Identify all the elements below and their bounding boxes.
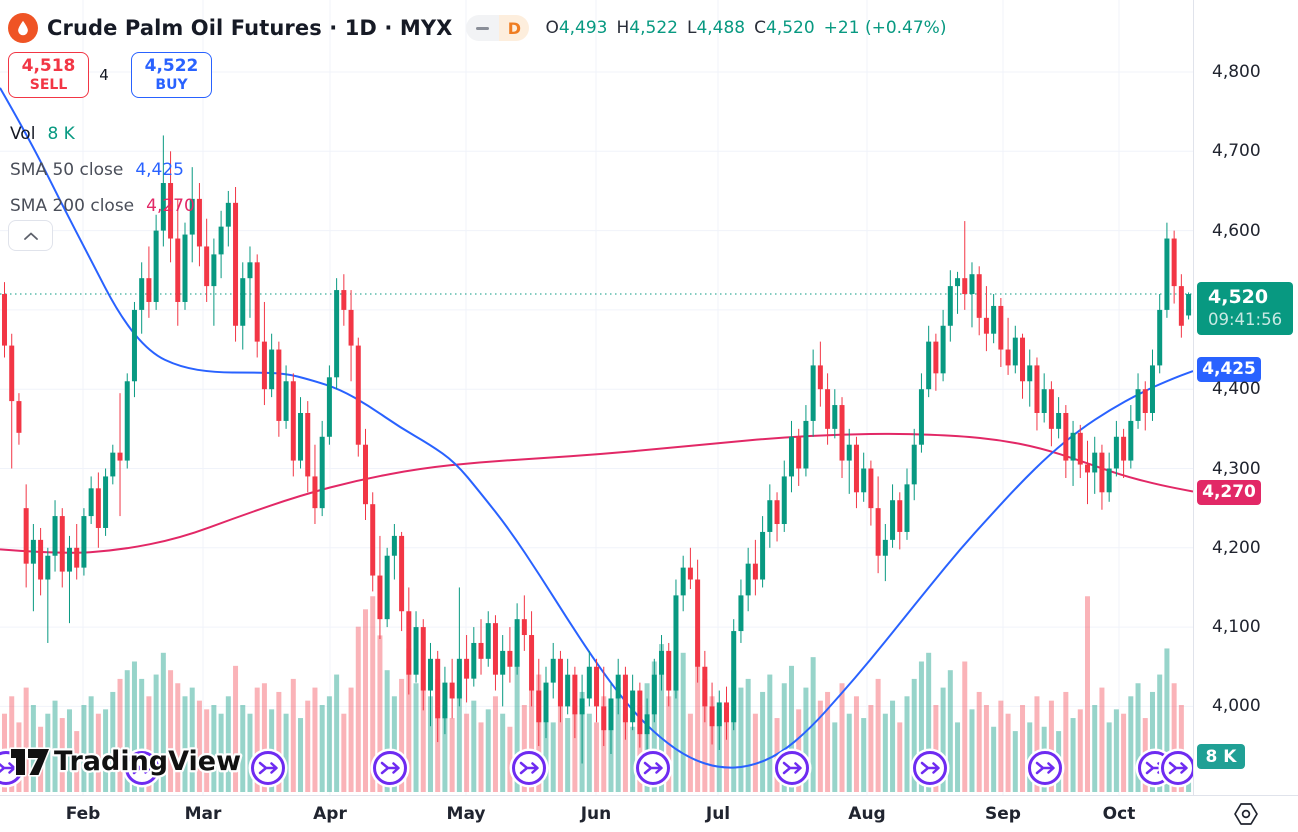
countdown-time: 09:41:56	[1208, 309, 1283, 329]
price-chart[interactable]	[0, 0, 1194, 795]
legend-row-sma200[interactable]: SMA 200 close 4,270	[10, 188, 195, 224]
buy-price: 4,522	[144, 56, 199, 77]
contract-rollover-icon[interactable]	[636, 751, 670, 785]
last-price-badge: 4,520 09:41:56	[1197, 282, 1293, 336]
sma200-label: SMA 200 close	[10, 196, 135, 216]
symbol-header: Crude Palm Oil Futures · 1D · MYX D O4,4…	[8, 11, 946, 45]
contract-rollover-icon[interactable]	[913, 751, 947, 785]
month-label: Jun	[580, 804, 612, 824]
collapse-legend-button[interactable]	[8, 220, 53, 251]
low-label: L	[686, 18, 697, 38]
contract-rollover-icon[interactable]	[1028, 751, 1062, 785]
collapse-dash-icon[interactable]	[466, 15, 500, 41]
month-label: Oct	[1102, 804, 1136, 824]
sma50-line	[0, 87, 1194, 769]
price-tick-label: 4,600	[1212, 220, 1261, 241]
legend-row-volume[interactable]: Vol 8 K	[10, 116, 195, 152]
oil-drop-icon	[8, 13, 38, 43]
close-value: 4,520	[766, 18, 815, 38]
price-axis[interactable]: 4,520 09:41:56 4,425 4,270 8 K 4,800 4,70…	[1193, 0, 1298, 795]
contract-rollover-icon[interactable]	[1161, 751, 1195, 785]
month-label: Mar	[184, 804, 222, 824]
time-axis[interactable]: Feb Mar Apr May Jun Jul Aug Sep Oct	[0, 795, 1298, 832]
month-label: Feb	[65, 804, 101, 824]
high-value: 4,522	[629, 18, 678, 38]
price-tick-label: 4,000	[1212, 696, 1261, 717]
close-label: C	[754, 18, 766, 38]
month-label: Sep	[985, 804, 1021, 824]
contract-rollover-icon[interactable]	[251, 751, 285, 785]
symbol-title[interactable]: Crude Palm Oil Futures · 1D · MYX	[47, 16, 453, 40]
price-tick-label: 4,400	[1212, 379, 1261, 400]
open-value: 4,493	[558, 18, 608, 38]
volume-value: 8 K	[47, 124, 75, 144]
sma200-value: 4,270	[146, 196, 195, 216]
high-label: H	[616, 18, 630, 38]
hexagon-eye-icon[interactable]	[1232, 801, 1260, 827]
low-value: 4,488	[696, 18, 746, 38]
sma50-price-badge: 4,425	[1197, 356, 1261, 382]
sma200-line	[0, 432, 1194, 554]
sma50-value: 4,425	[135, 160, 184, 180]
contract-rollover-icon[interactable]	[125, 751, 159, 785]
last-price-value: 4,520	[1208, 286, 1269, 309]
price-tick-label: 4,100	[1212, 617, 1261, 638]
chart-svg[interactable]	[0, 0, 1194, 795]
month-label: Aug	[848, 804, 886, 824]
price-tick-label: 4,300	[1212, 458, 1261, 479]
tradingview-watermark[interactable]: TradingView	[8, 738, 268, 786]
chevron-up-icon	[23, 232, 38, 240]
buy-button[interactable]: 4,522 BUY	[131, 52, 212, 98]
watermark-label: TradingView	[54, 746, 241, 777]
sma200-price-badge: 4,270	[1197, 479, 1261, 505]
tradingview-logo-icon	[9, 747, 51, 777]
contract-rollover-icon[interactable]	[373, 751, 407, 785]
sma50-label: SMA 50 close	[10, 160, 124, 180]
interval-selector[interactable]: D	[466, 15, 530, 41]
open-label: O	[545, 18, 559, 38]
interval-badge[interactable]: D	[499, 15, 530, 41]
price-tick-label: 4,700	[1212, 141, 1261, 162]
spread-value: 4	[99, 66, 109, 84]
month-label: Apr	[313, 804, 347, 824]
sell-button[interactable]: 4,518 SELL	[8, 52, 89, 98]
legend-row-sma50[interactable]: SMA 50 close 4,425	[10, 152, 195, 188]
month-label: Jul	[705, 804, 731, 824]
ohlc-readout: O4,493 H4,522 L4,488 C4,520 +21 (+0.47%)	[545, 18, 946, 38]
contract-rollover-icon[interactable]	[512, 751, 546, 785]
sell-label: SELL	[29, 76, 68, 93]
contract-rollover-icon[interactable]	[775, 751, 809, 785]
order-panel: 4,518 SELL 4 4,522 BUY	[8, 52, 212, 98]
change-value: +21 (+0.47%)	[823, 18, 947, 38]
price-tick-label: 4,800	[1212, 62, 1261, 82]
month-label: May	[446, 804, 486, 824]
volume-axis-badge: 8 K	[1197, 744, 1245, 769]
price-tick-label: 4,200	[1212, 537, 1261, 558]
indicator-legend: Vol 8 K SMA 50 close 4,425 SMA 200 close…	[10, 116, 195, 224]
sell-price: 4,518	[21, 56, 76, 77]
buy-label: BUY	[155, 76, 188, 93]
volume-label: Vol	[10, 124, 36, 144]
